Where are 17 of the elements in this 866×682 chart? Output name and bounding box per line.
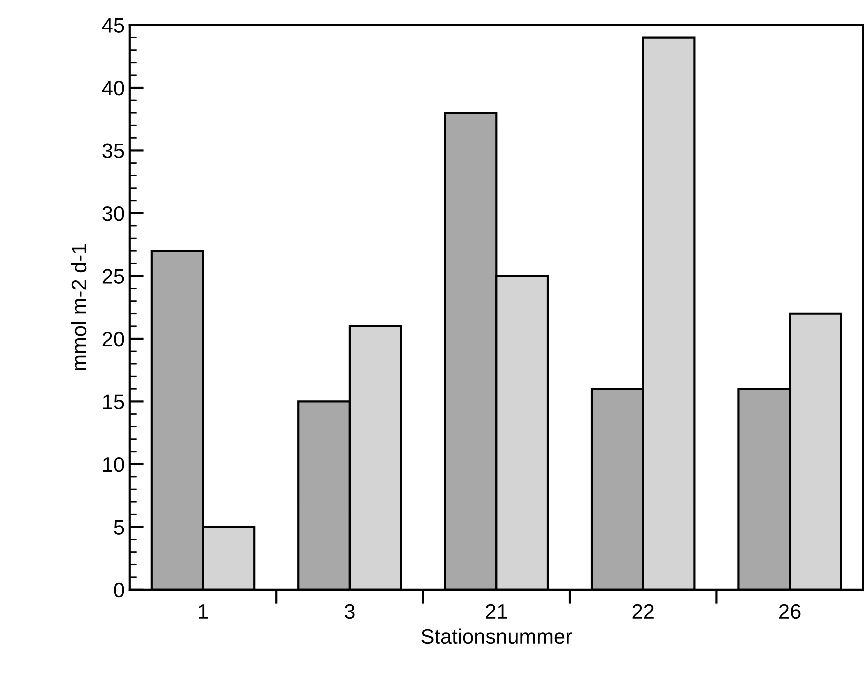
y-tick-label: 30	[102, 206, 124, 222]
y-tick-label: 10	[103, 457, 124, 472]
y-tick-label: 20	[102, 332, 124, 347]
y-tick-label: 35	[102, 144, 124, 158]
y-tick-label: 5	[114, 520, 124, 535]
x-tick-label: 3	[344, 604, 355, 620]
x-tick-label: 1	[199, 604, 208, 619]
x-tick-label: 21	[486, 604, 508, 619]
x-tick-label: 22	[632, 604, 654, 619]
x-axis-title: Stationsnummer	[422, 628, 572, 644]
y-tick-label: 45	[102, 18, 124, 33]
y-tick-label: 40	[102, 80, 124, 96]
y-tick-label: 15	[103, 394, 124, 410]
y-axis-title: mmol m-2 d-1	[71, 244, 87, 370]
y-tick-label: 0	[114, 582, 124, 598]
x-tick-label: 26	[780, 604, 801, 620]
y-tick-label: 25	[102, 269, 124, 284]
